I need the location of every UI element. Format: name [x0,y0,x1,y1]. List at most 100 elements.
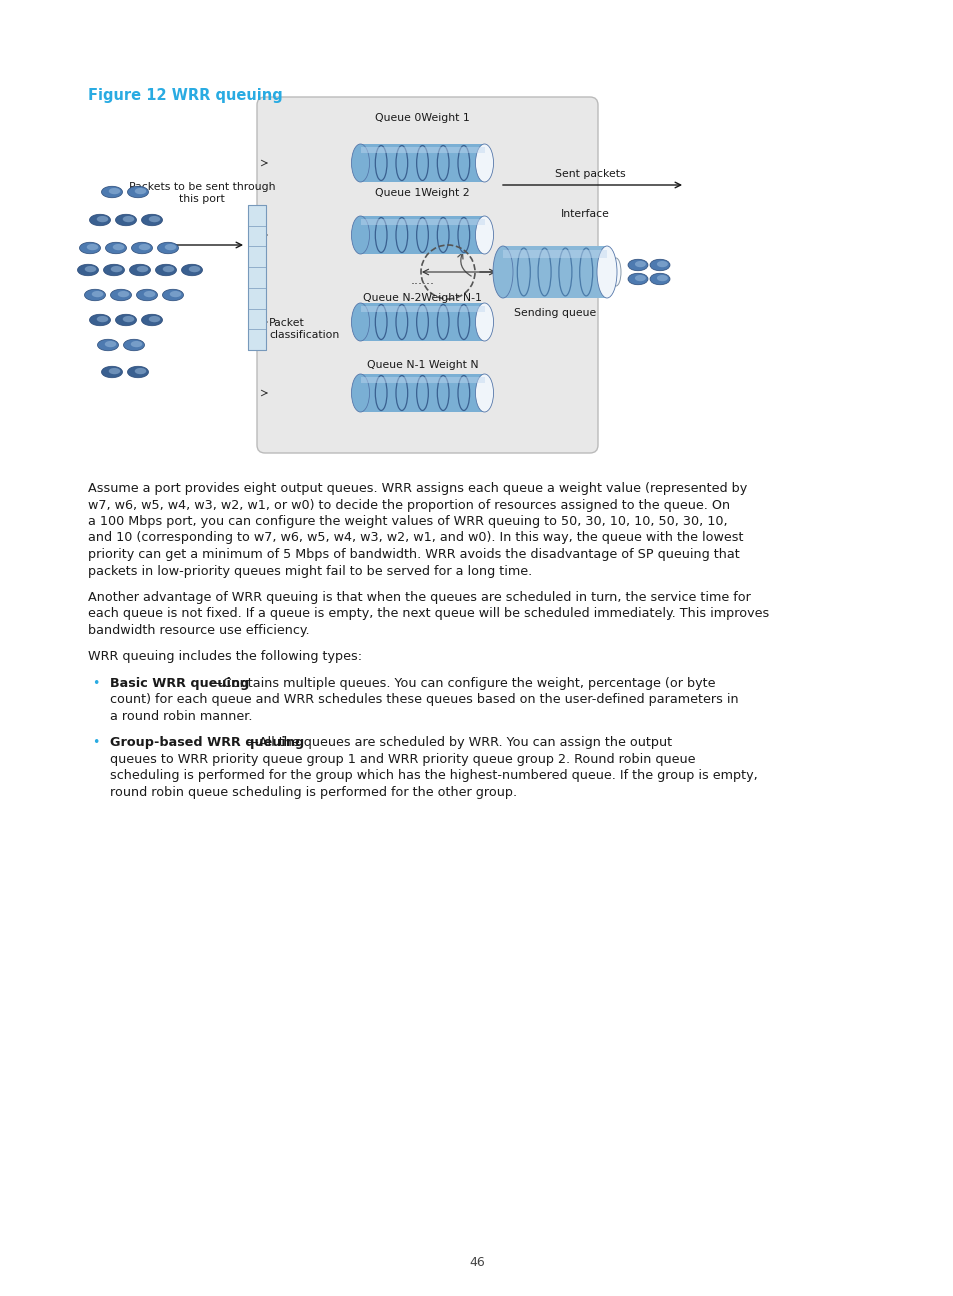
FancyBboxPatch shape [360,303,484,341]
Text: queues to WRR priority queue group 1 and WRR priority queue group 2. Round robin: queues to WRR priority queue group 1 and… [110,753,695,766]
Text: Queue N-2Weight N-1: Queue N-2Weight N-1 [363,293,481,303]
Ellipse shape [351,144,369,181]
Text: —Contains multiple queues. You can configure the weight, percentage (or byte: —Contains multiple queues. You can confi… [210,677,715,689]
Ellipse shape [134,188,146,194]
Text: this port: this port [179,194,225,203]
FancyBboxPatch shape [360,219,484,224]
Text: and 10 (corresponding to w7, w6, w5, w4, w3, w2, w1, and w0). In this way, the q: and 10 (corresponding to w7, w6, w5, w4,… [88,531,742,544]
Text: Interface: Interface [560,209,609,219]
Ellipse shape [130,264,151,276]
Text: 46: 46 [469,1256,484,1269]
Ellipse shape [85,289,106,301]
Ellipse shape [627,259,647,271]
Ellipse shape [649,273,669,285]
Ellipse shape [149,316,160,323]
Ellipse shape [90,214,111,226]
Text: Figure 12 WRR queuing: Figure 12 WRR queuing [88,88,282,102]
Ellipse shape [475,216,493,254]
Text: Packet: Packet [269,318,304,328]
Text: classification: classification [269,330,339,340]
Ellipse shape [128,367,149,377]
FancyBboxPatch shape [360,306,484,311]
Ellipse shape [189,266,200,272]
Ellipse shape [96,316,109,323]
Text: •: • [92,677,99,689]
Ellipse shape [165,244,176,250]
Ellipse shape [475,375,493,412]
Ellipse shape [134,368,146,375]
Ellipse shape [90,314,111,325]
Ellipse shape [627,273,647,285]
Ellipse shape [123,340,144,351]
FancyBboxPatch shape [502,246,606,298]
Ellipse shape [96,216,109,222]
FancyBboxPatch shape [502,250,606,258]
Text: Assume a port provides eight output queues. WRR assigns each queue a weight valu: Assume a port provides eight output queu… [88,482,746,495]
Text: Sent packets: Sent packets [554,168,624,179]
Text: Queue N-1 Weight N: Queue N-1 Weight N [366,360,477,369]
Ellipse shape [635,275,645,281]
Text: WRR queuing includes the following types:: WRR queuing includes the following types… [88,651,362,664]
Ellipse shape [493,246,513,298]
Ellipse shape [109,368,120,375]
Ellipse shape [136,289,157,301]
Ellipse shape [123,216,134,222]
Ellipse shape [181,264,202,276]
Text: a 100 Mbps port, you can configure the weight values of WRR queuing to 50, 30, 1: a 100 Mbps port, you can configure the w… [88,515,727,527]
Text: Group-based WRR queuing: Group-based WRR queuing [110,736,304,749]
Ellipse shape [155,264,176,276]
Ellipse shape [111,289,132,301]
Ellipse shape [657,260,667,267]
Text: Another advantage of WRR queuing is that when the queues are scheduled in turn, : Another advantage of WRR queuing is that… [88,591,750,604]
Ellipse shape [87,244,98,250]
Text: Queue 1Weight 2: Queue 1Weight 2 [375,188,469,198]
Ellipse shape [138,244,151,250]
Ellipse shape [351,216,369,254]
Ellipse shape [351,303,369,341]
Ellipse shape [136,266,148,272]
Text: Queue 0Weight 1: Queue 0Weight 1 [375,113,470,123]
Ellipse shape [141,314,162,325]
Ellipse shape [115,214,136,226]
Ellipse shape [91,290,103,297]
FancyBboxPatch shape [360,146,484,153]
Ellipse shape [170,290,181,297]
Ellipse shape [162,289,183,301]
Ellipse shape [163,266,174,272]
Text: w7, w6, w5, w4, w3, w2, w1, or w0) to decide the proportion of resources assigne: w7, w6, w5, w4, w3, w2, w1, or w0) to de… [88,499,729,512]
Ellipse shape [106,242,127,254]
Ellipse shape [85,266,96,272]
Ellipse shape [112,244,124,250]
Text: a round robin manner.: a round robin manner. [110,710,253,723]
Text: round robin queue scheduling is performed for the other group.: round robin queue scheduling is performe… [110,785,517,800]
Text: priority can get a minimum of 5 Mbps of bandwidth. WRR avoids the disadvantage o: priority can get a minimum of 5 Mbps of … [88,548,739,561]
Ellipse shape [128,187,149,198]
Ellipse shape [141,214,162,226]
Ellipse shape [97,340,118,351]
Text: Packets to be sent through: Packets to be sent through [129,181,275,192]
Ellipse shape [144,290,155,297]
Ellipse shape [635,260,645,267]
FancyBboxPatch shape [360,375,484,412]
Ellipse shape [79,242,100,254]
Ellipse shape [132,242,152,254]
Ellipse shape [123,316,134,323]
Ellipse shape [657,275,667,281]
Ellipse shape [475,303,493,341]
Ellipse shape [597,246,617,298]
FancyBboxPatch shape [360,144,484,181]
Ellipse shape [351,375,369,412]
Text: Sending queue: Sending queue [514,308,596,318]
FancyBboxPatch shape [256,97,598,454]
Ellipse shape [111,266,122,272]
Ellipse shape [649,259,669,271]
Text: scheduling is performed for the group which has the highest-numbered queue. If t: scheduling is performed for the group wh… [110,770,757,783]
Ellipse shape [610,258,620,286]
Ellipse shape [115,314,136,325]
Text: each queue is not fixed. If a queue is empty, the next queue will be scheduled i: each queue is not fixed. If a queue is e… [88,608,768,621]
Ellipse shape [475,144,493,181]
Ellipse shape [149,216,160,222]
Text: Basic WRR queuing: Basic WRR queuing [110,677,249,689]
FancyBboxPatch shape [360,216,484,254]
Text: Queue
scheduling: Queue scheduling [418,307,477,329]
